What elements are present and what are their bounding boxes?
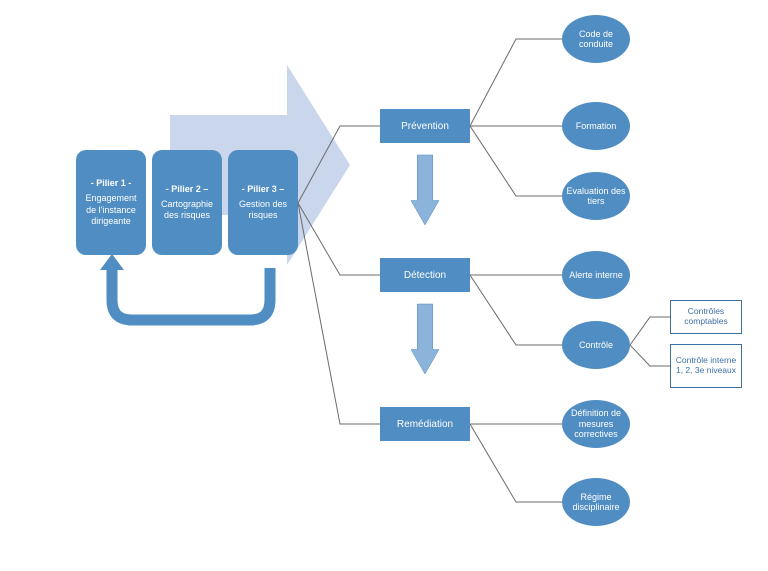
pillar-3-title: - Pilier 3 – [242, 184, 285, 195]
stage-3: Remédiation [380, 407, 470, 441]
pillar-2-title: - Pilier 2 – [166, 184, 209, 195]
pillar-3: - Pilier 3 – Gestion des risques [228, 150, 298, 255]
ellipse-4: Alerte interne [562, 251, 630, 299]
pillar-1: - Pilier 1 - Engagement de l'instance dir… [76, 150, 146, 255]
ellipse-2: Formation [562, 102, 630, 150]
sidebox-1: Contrôles comptables [670, 300, 742, 334]
pillar-1-title: - Pilier 1 - [91, 178, 132, 189]
stage-1: Prévention [380, 109, 470, 143]
pillar-2: - Pilier 2 – Cartographie des risques [152, 150, 222, 255]
sidebox-2: Contrôle interne 1, 2, 3e niveaux [670, 344, 742, 388]
ellipse-3: Evaluation des tiers [562, 172, 630, 220]
pillar-3-sub: Gestion des risques [232, 199, 294, 222]
ellipse-7: Régime disciplinaire [562, 478, 630, 526]
pillar-2-sub: Cartographie des risques [156, 199, 218, 222]
pillar-1-sub: Engagement de l'instance dirigeante [80, 193, 142, 227]
ellipse-6: Définition de mesures correctives [562, 400, 630, 448]
stage-2: Détection [380, 258, 470, 292]
ellipse-1: Code de conduite [562, 15, 630, 63]
ellipse-5: Contrôle [562, 321, 630, 369]
